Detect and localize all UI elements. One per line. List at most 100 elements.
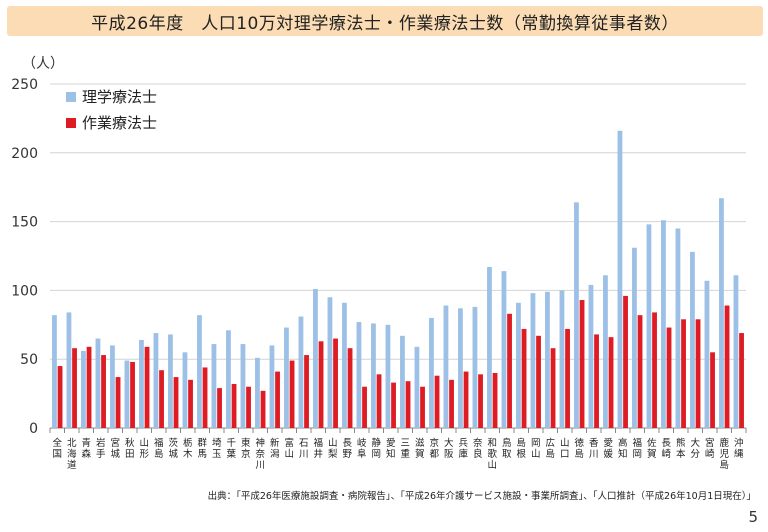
ot-bar [318,341,324,428]
pt-bar [530,293,536,428]
x-tick-label: 福島 [154,437,164,460]
x-tick-label: 香川 [589,438,599,460]
pt-bar [385,324,391,428]
pt-bar [429,317,434,428]
ot-bar [681,319,686,428]
pt-bar [458,308,463,428]
x-tick-label: 栃木 [183,437,193,460]
ot-bar [507,313,512,428]
x-tick-label: 京都 [429,437,439,460]
ot-bar [275,371,280,428]
x-tick-label: 高知 [618,437,628,460]
pt-bar [342,302,347,428]
ot-bar [130,361,135,428]
ot-bar [579,300,585,428]
x-tick-label: 奈良 [473,437,483,460]
y-tick-label: 200 [11,146,38,162]
ot-bar [101,355,106,428]
ot-bar [550,348,556,428]
x-tick-label: 山形 [139,438,149,460]
x-tick-label: 北海道 [67,438,77,471]
bar-chart: 0 50 100 150 200 250 （人） 全国北海道青森岩手宮城秋田山形福島茨城栃木… [11,56,747,471]
ot-bar [492,372,498,428]
x-tick-label: 群馬 [197,437,207,460]
ot-bar [623,295,628,428]
ot-bar [72,348,77,428]
x-tick-label: 大分 [690,437,700,460]
pt-bar [414,346,420,428]
pt-bar [733,275,739,428]
ot-bar [391,382,396,428]
pt-bar [211,344,217,428]
pt-bar [675,228,681,428]
ot-bar [362,386,367,428]
y-tick-label: 0 [29,421,38,437]
ot-bar [173,377,179,428]
pt-bar [182,352,188,428]
x-tick-label: 富山 [284,437,294,460]
ot-bar [231,383,237,428]
ot-bar [666,327,672,428]
x-tick-label: 兵庫 [458,437,468,460]
x-tick-label: 愛媛 [603,437,613,460]
pt-bar [588,284,594,428]
x-tick-label: 青森 [81,437,91,460]
pt-bar [95,338,101,428]
pt-bar [153,333,159,428]
pt-bar [284,327,289,428]
x-tick-label: 山口 [560,438,570,460]
x-tick-label: 鹿児島 [719,437,729,471]
pt-bar [632,247,637,428]
pt-bar [719,198,724,428]
x-tick-label: 広島 [545,437,555,460]
legend-swatch-pt [66,92,76,102]
ot-bar [115,377,121,428]
ot-bar [202,367,208,428]
pt-bar [139,339,144,428]
pt-bar [66,312,72,428]
ot-bar [260,390,266,428]
x-tick-label: 岩手 [96,437,106,460]
pt-bar [124,360,130,428]
legend-swatch-ot [66,118,76,128]
x-tick-label: 千葉 [226,438,236,460]
x-tick-label: 鳥取 [502,437,512,460]
pt-bar [501,271,507,428]
ot-bar [652,312,657,428]
x-tick-label: 三重 [400,438,410,460]
x-tick-label: 佐賀 [647,437,657,460]
ot-bar [463,371,469,428]
x-tick-label: 大阪 [444,437,454,460]
pt-bar [603,275,608,428]
pt-bar [327,297,333,428]
pt-bar [472,306,478,428]
ot-bar [637,315,643,428]
x-tick-label: 岡山 [531,438,541,460]
pt-bar [313,289,318,428]
x-tick-label: 新潟 [270,437,280,460]
x-tick-label: 愛知 [386,437,396,460]
pt-bar [298,316,304,428]
ot-bar [521,328,527,428]
pt-bar [545,291,550,428]
axes: 0 50 100 150 200 250 （人） [11,56,747,437]
x-tick-label: 山梨 [328,438,338,460]
x-tick-label: 静岡 [371,437,381,460]
pt-bar [661,220,666,428]
x-tick-label: 徳島 [574,437,584,460]
pt-bar [690,251,695,428]
source-note: 出典：「平成26年医療施設調査・病院報告」、「平成26年介護サービス施設・事業所… [207,491,756,502]
x-tick-label: 熊本 [676,437,686,460]
x-tick-label: 沖縄 [734,437,744,460]
x-tick-label: 石川 [299,438,309,460]
title-bar: 平成26年度 人口10万対理学療法士・作業療法士数（常勤換算従事者数） [7,6,763,36]
ot-bar [478,374,483,428]
ot-bar [86,346,92,428]
ot-bar [289,360,295,428]
x-tick-label: 秋田 [125,437,135,460]
ot-bar [724,305,730,428]
pt-bar [516,302,521,428]
ot-bar [405,381,411,428]
ot-bar [188,379,193,428]
chart-title: 平成26年度 人口10万対理学療法士・作業療法士数（常勤換算従事者数） [91,13,679,34]
